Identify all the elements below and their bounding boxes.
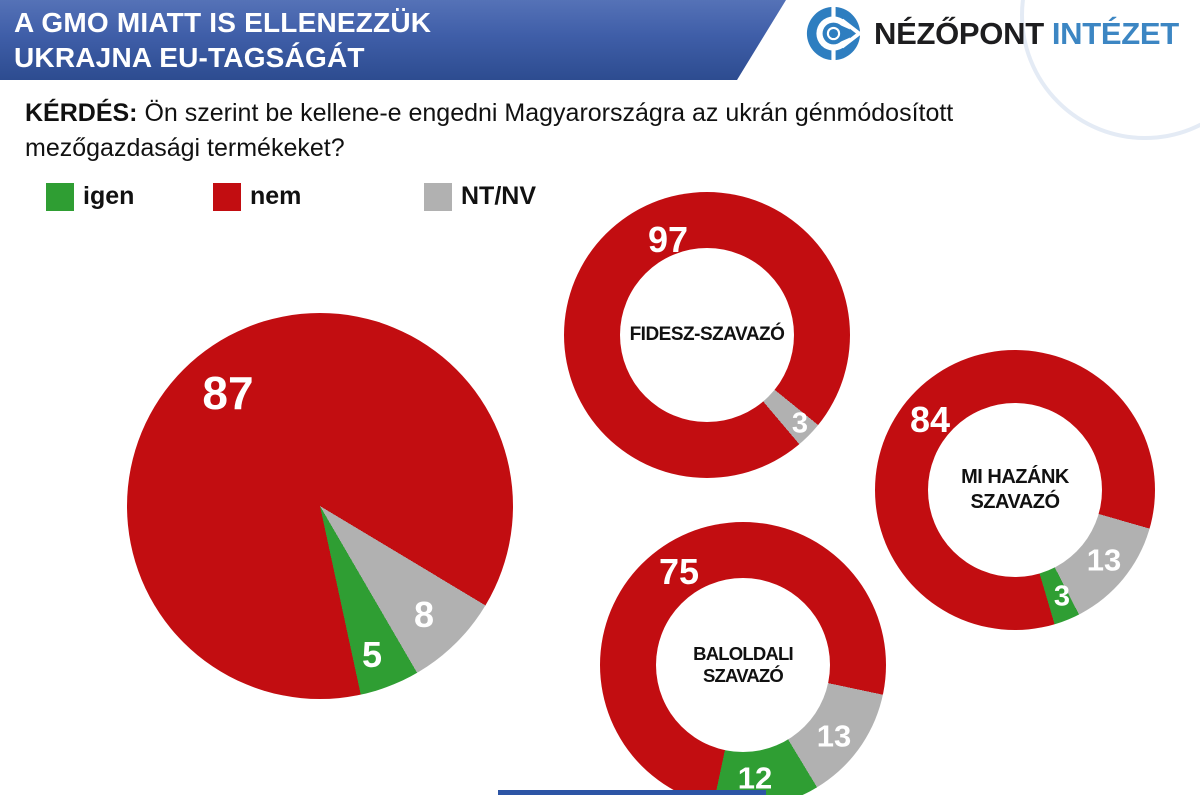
donut-group-label-fidesz: FIDESZ-SZAVAZÓ: [629, 324, 785, 345]
donut-value-igen-mihazank: 3: [1053, 580, 1071, 613]
donut-value-ntnv-mihazank: 13: [1086, 542, 1122, 578]
pie-total-population: 87 8 5: [127, 313, 513, 699]
donut-hole-baloldali: BALOLDALI SZAVAZÓ: [656, 578, 830, 752]
bottom-blue-strip: [498, 790, 766, 795]
question-line1: KÉRDÉS: Ön szerint be kellene-e engedni …: [25, 96, 953, 131]
legend-label-ntnv: NT/NV: [461, 182, 536, 210]
legend-swatch-igen: [46, 182, 74, 211]
donut-group-label-mihazank: MI HAZÁNK SZAVAZÓ: [961, 465, 1069, 515]
nezopont-eye-icon: [806, 5, 862, 62]
donut-value-nem-mihazank: 84: [909, 399, 951, 440]
donut-value-nem-fidesz: 97: [647, 219, 689, 260]
donut-value-nem-baloldali: 75: [658, 551, 700, 592]
pie-value-nem: 87: [202, 367, 254, 419]
donut-group-label-baloldali: BALOLDALI SZAVAZÓ: [693, 643, 793, 686]
donut-value-ntnv-baloldali: 13: [816, 718, 852, 754]
pie-value-igen: 5: [361, 634, 383, 675]
title-banner: A GMO MIATT IS ELLENEZZÜK UKRAJNA EU-TAG…: [0, 0, 786, 80]
donut-value-ntnv-fidesz: 3: [791, 407, 809, 440]
banner-title-line1: A GMO MIATT IS ELLENEZZÜK: [14, 7, 432, 38]
brand-name-primary: NÉZŐPONT: [874, 15, 1044, 51]
brand-logo: NÉZŐPONT INTÉZET: [805, 5, 1179, 62]
question-text-line1: Ön szerint be kellene-e engedni Magyaror…: [144, 99, 954, 127]
donut-mihazank-voters: MI HAZÁNK SZAVAZÓ 84 13 3: [875, 350, 1155, 630]
donut-value-igen-baloldali: 12: [737, 760, 773, 795]
brand-name: NÉZŐPONT INTÉZET: [874, 16, 1179, 52]
legend-item-ntnv: NT/NV: [424, 182, 536, 211]
legend-label-nem: nem: [250, 182, 302, 210]
donut-group-label-line1: MI HAZÁNK: [961, 466, 1069, 488]
donut-group-label-line2: SZAVAZÓ: [970, 491, 1060, 513]
donut-baloldali-voters: BALOLDALI SZAVAZÓ 75 13 12: [600, 522, 886, 795]
donut-hole-fidesz: FIDESZ-SZAVAZÓ: [620, 248, 794, 422]
legend-swatch-ntnv: [424, 182, 452, 211]
donut-hole-mihazank: MI HAZÁNK SZAVAZÓ: [928, 403, 1102, 577]
banner-title-line2: UKRAJNA EU-TAGSÁGÁT: [14, 42, 365, 73]
question-text-line2: mezőgazdasági termékeket?: [25, 134, 345, 162]
legend-item-nem: nem: [213, 182, 301, 211]
donut-fidesz-voters: FIDESZ-SZAVAZÓ 97 3: [564, 192, 850, 478]
survey-question: KÉRDÉS: Ön szerint be kellene-e engedni …: [25, 96, 953, 166]
legend-swatch-nem: [213, 182, 241, 211]
pie-value-ntnv: 8: [413, 594, 435, 635]
legend-item-igen: igen: [46, 182, 134, 211]
brand-name-secondary: INTÉZET: [1051, 15, 1179, 51]
question-label: KÉRDÉS:: [25, 99, 138, 127]
legend-label-igen: igen: [83, 182, 135, 210]
